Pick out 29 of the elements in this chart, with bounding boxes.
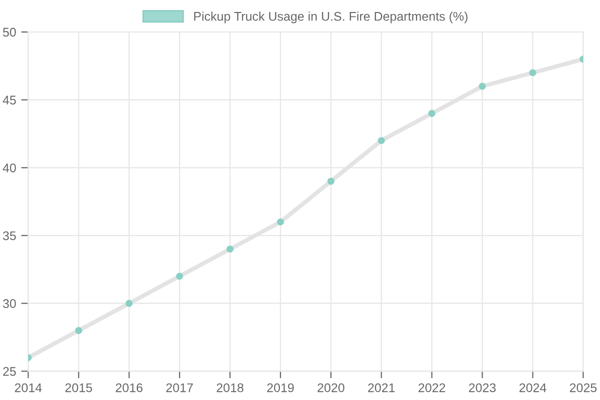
point xyxy=(176,272,184,280)
y-tick-label: 25 xyxy=(3,367,16,376)
x-tick-label: 2018 xyxy=(216,383,244,392)
point xyxy=(277,218,284,226)
point xyxy=(327,178,334,185)
x-tick-label: 2019 xyxy=(267,383,294,392)
point xyxy=(428,110,436,117)
x-tick-label: 2021 xyxy=(368,383,395,392)
point xyxy=(75,327,82,334)
legend-label: Pickup Truck Usage in U.S. Fire Departments (%) xyxy=(194,12,468,24)
y-tick-label: 35 xyxy=(2,231,16,240)
point xyxy=(226,246,234,253)
x-tick-label: 2015 xyxy=(65,383,92,392)
point xyxy=(529,69,536,76)
point xyxy=(378,137,385,144)
y-tick-label: 50 xyxy=(2,28,16,37)
x-tick-label: 2025 xyxy=(570,383,597,392)
x-tick-label: 2014 xyxy=(14,383,42,392)
x-tick-label: 2020 xyxy=(318,383,344,392)
y-tick-label: 45 xyxy=(2,96,16,104)
point xyxy=(126,300,133,307)
x-tick-label: 2016 xyxy=(116,383,142,392)
y-tick-label: 40 xyxy=(2,163,16,172)
x-tick-label: 2022 xyxy=(418,383,446,392)
y-tick-label: 30 xyxy=(2,299,16,308)
x-tick-label: 2017 xyxy=(166,383,193,392)
point xyxy=(478,82,486,90)
x-tick-label: 2023 xyxy=(469,383,496,392)
x-tick-label: 2024 xyxy=(519,383,546,392)
